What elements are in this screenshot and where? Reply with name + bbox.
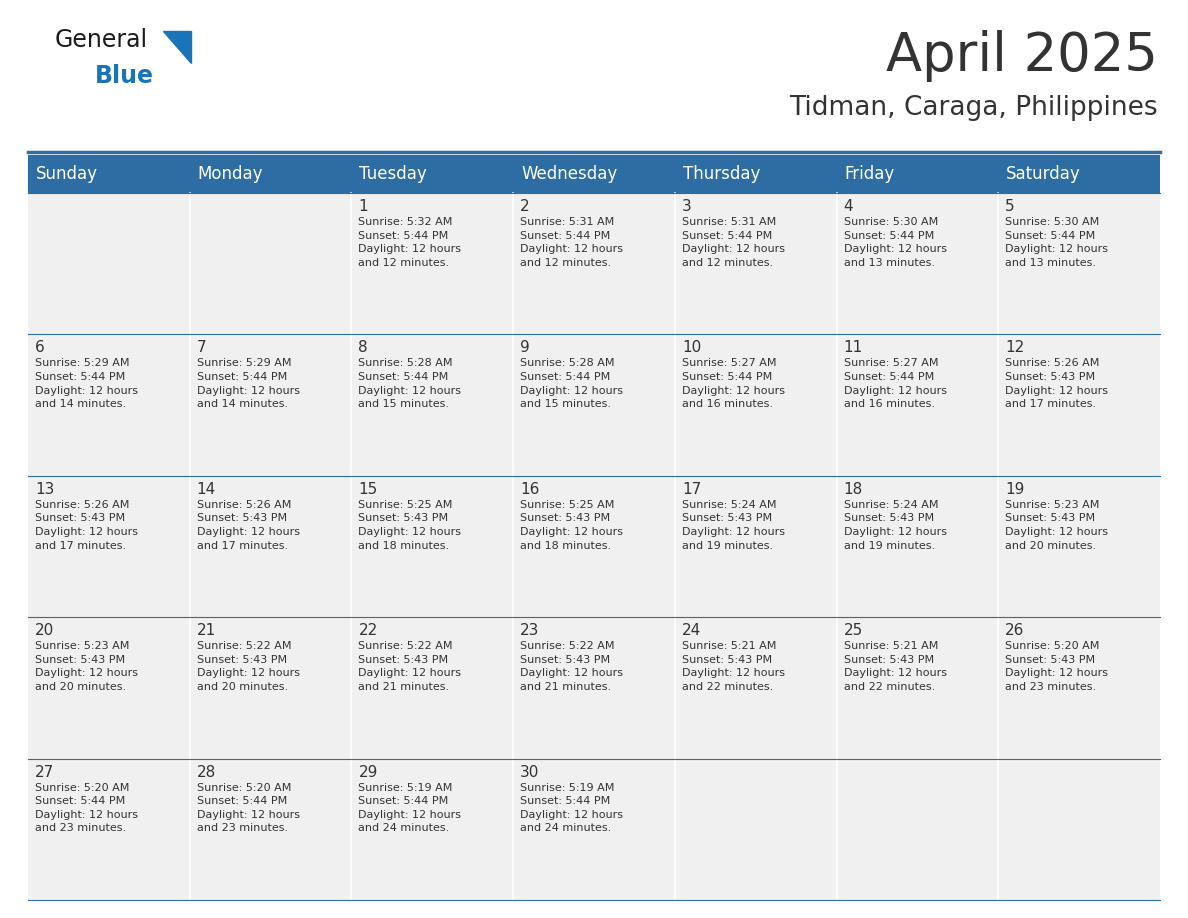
Text: Sunrise: 5:31 AM
Sunset: 5:44 PM
Daylight: 12 hours
and 12 minutes.: Sunrise: 5:31 AM Sunset: 5:44 PM Dayligh… — [520, 217, 624, 268]
Text: 14: 14 — [197, 482, 216, 497]
Text: Sunrise: 5:20 AM
Sunset: 5:43 PM
Daylight: 12 hours
and 23 minutes.: Sunrise: 5:20 AM Sunset: 5:43 PM Dayligh… — [1005, 641, 1108, 692]
Text: 2: 2 — [520, 199, 530, 214]
Polygon shape — [163, 31, 191, 63]
Text: Sunrise: 5:31 AM
Sunset: 5:44 PM
Daylight: 12 hours
and 12 minutes.: Sunrise: 5:31 AM Sunset: 5:44 PM Dayligh… — [682, 217, 785, 268]
Text: Sunrise: 5:26 AM
Sunset: 5:43 PM
Daylight: 12 hours
and 17 minutes.: Sunrise: 5:26 AM Sunset: 5:43 PM Dayligh… — [197, 499, 299, 551]
Text: 9: 9 — [520, 341, 530, 355]
Text: April 2025: April 2025 — [886, 30, 1158, 82]
Text: 3: 3 — [682, 199, 691, 214]
Text: Sunday: Sunday — [36, 165, 97, 183]
Text: 10: 10 — [682, 341, 701, 355]
Text: Sunrise: 5:21 AM
Sunset: 5:43 PM
Daylight: 12 hours
and 22 minutes.: Sunrise: 5:21 AM Sunset: 5:43 PM Dayligh… — [682, 641, 785, 692]
Text: Sunrise: 5:26 AM
Sunset: 5:43 PM
Daylight: 12 hours
and 17 minutes.: Sunrise: 5:26 AM Sunset: 5:43 PM Dayligh… — [1005, 358, 1108, 409]
Text: Sunrise: 5:20 AM
Sunset: 5:44 PM
Daylight: 12 hours
and 23 minutes.: Sunrise: 5:20 AM Sunset: 5:44 PM Dayligh… — [34, 783, 138, 834]
Text: 13: 13 — [34, 482, 55, 497]
Text: General: General — [55, 28, 148, 52]
Text: Sunrise: 5:24 AM
Sunset: 5:43 PM
Daylight: 12 hours
and 19 minutes.: Sunrise: 5:24 AM Sunset: 5:43 PM Dayligh… — [843, 499, 947, 551]
Text: Sunrise: 5:29 AM
Sunset: 5:44 PM
Daylight: 12 hours
and 14 minutes.: Sunrise: 5:29 AM Sunset: 5:44 PM Dayligh… — [34, 358, 138, 409]
Text: Friday: Friday — [845, 165, 895, 183]
Text: Sunrise: 5:21 AM
Sunset: 5:43 PM
Daylight: 12 hours
and 22 minutes.: Sunrise: 5:21 AM Sunset: 5:43 PM Dayligh… — [843, 641, 947, 692]
Text: 26: 26 — [1005, 623, 1025, 638]
Bar — [29, 155, 1159, 193]
Text: Wednesday: Wednesday — [522, 165, 618, 183]
Text: 1: 1 — [359, 199, 368, 214]
Text: 4: 4 — [843, 199, 853, 214]
Text: 16: 16 — [520, 482, 539, 497]
Text: 30: 30 — [520, 765, 539, 779]
Text: Sunrise: 5:27 AM
Sunset: 5:44 PM
Daylight: 12 hours
and 16 minutes.: Sunrise: 5:27 AM Sunset: 5:44 PM Dayligh… — [682, 358, 785, 409]
Text: Sunrise: 5:25 AM
Sunset: 5:43 PM
Daylight: 12 hours
and 18 minutes.: Sunrise: 5:25 AM Sunset: 5:43 PM Dayligh… — [359, 499, 461, 551]
Text: 24: 24 — [682, 623, 701, 638]
Text: 19: 19 — [1005, 482, 1025, 497]
Text: 20: 20 — [34, 623, 55, 638]
Text: Sunrise: 5:22 AM
Sunset: 5:43 PM
Daylight: 12 hours
and 20 minutes.: Sunrise: 5:22 AM Sunset: 5:43 PM Dayligh… — [197, 641, 299, 692]
Text: 11: 11 — [843, 341, 862, 355]
Text: Sunrise: 5:20 AM
Sunset: 5:44 PM
Daylight: 12 hours
and 23 minutes.: Sunrise: 5:20 AM Sunset: 5:44 PM Dayligh… — [197, 783, 299, 834]
Text: 21: 21 — [197, 623, 216, 638]
Text: Blue: Blue — [95, 64, 154, 88]
Text: 25: 25 — [843, 623, 862, 638]
Text: Sunrise: 5:27 AM
Sunset: 5:44 PM
Daylight: 12 hours
and 16 minutes.: Sunrise: 5:27 AM Sunset: 5:44 PM Dayligh… — [843, 358, 947, 409]
Text: Sunrise: 5:23 AM
Sunset: 5:43 PM
Daylight: 12 hours
and 20 minutes.: Sunrise: 5:23 AM Sunset: 5:43 PM Dayligh… — [34, 641, 138, 692]
Bar — [29, 334, 1159, 476]
Bar — [29, 193, 1159, 334]
Text: Sunrise: 5:28 AM
Sunset: 5:44 PM
Daylight: 12 hours
and 15 minutes.: Sunrise: 5:28 AM Sunset: 5:44 PM Dayligh… — [520, 358, 624, 409]
Text: 7: 7 — [197, 341, 207, 355]
Text: 12: 12 — [1005, 341, 1024, 355]
Text: Sunrise: 5:22 AM
Sunset: 5:43 PM
Daylight: 12 hours
and 21 minutes.: Sunrise: 5:22 AM Sunset: 5:43 PM Dayligh… — [520, 641, 624, 692]
Text: Sunrise: 5:28 AM
Sunset: 5:44 PM
Daylight: 12 hours
and 15 minutes.: Sunrise: 5:28 AM Sunset: 5:44 PM Dayligh… — [359, 358, 461, 409]
Text: 28: 28 — [197, 765, 216, 779]
Text: 5: 5 — [1005, 199, 1015, 214]
Text: 6: 6 — [34, 341, 45, 355]
Text: 17: 17 — [682, 482, 701, 497]
Text: 27: 27 — [34, 765, 55, 779]
Text: 18: 18 — [843, 482, 862, 497]
Text: Sunrise: 5:23 AM
Sunset: 5:43 PM
Daylight: 12 hours
and 20 minutes.: Sunrise: 5:23 AM Sunset: 5:43 PM Dayligh… — [1005, 499, 1108, 551]
Text: Tuesday: Tuesday — [360, 165, 428, 183]
Text: Sunrise: 5:24 AM
Sunset: 5:43 PM
Daylight: 12 hours
and 19 minutes.: Sunrise: 5:24 AM Sunset: 5:43 PM Dayligh… — [682, 499, 785, 551]
Text: Sunrise: 5:30 AM
Sunset: 5:44 PM
Daylight: 12 hours
and 13 minutes.: Sunrise: 5:30 AM Sunset: 5:44 PM Dayligh… — [843, 217, 947, 268]
Text: 22: 22 — [359, 623, 378, 638]
Text: 29: 29 — [359, 765, 378, 779]
Text: 15: 15 — [359, 482, 378, 497]
Text: Sunrise: 5:30 AM
Sunset: 5:44 PM
Daylight: 12 hours
and 13 minutes.: Sunrise: 5:30 AM Sunset: 5:44 PM Dayligh… — [1005, 217, 1108, 268]
Text: Sunrise: 5:19 AM
Sunset: 5:44 PM
Daylight: 12 hours
and 24 minutes.: Sunrise: 5:19 AM Sunset: 5:44 PM Dayligh… — [520, 783, 624, 834]
Text: Sunrise: 5:19 AM
Sunset: 5:44 PM
Daylight: 12 hours
and 24 minutes.: Sunrise: 5:19 AM Sunset: 5:44 PM Dayligh… — [359, 783, 461, 834]
Bar — [29, 758, 1159, 900]
Text: Tidman, Caraga, Philippines: Tidman, Caraga, Philippines — [789, 95, 1158, 121]
Text: Sunrise: 5:32 AM
Sunset: 5:44 PM
Daylight: 12 hours
and 12 minutes.: Sunrise: 5:32 AM Sunset: 5:44 PM Dayligh… — [359, 217, 461, 268]
Text: Thursday: Thursday — [683, 165, 760, 183]
Bar — [29, 476, 1159, 617]
Text: 23: 23 — [520, 623, 539, 638]
Text: Monday: Monday — [197, 165, 264, 183]
Text: Saturday: Saturday — [1006, 165, 1081, 183]
Text: Sunrise: 5:29 AM
Sunset: 5:44 PM
Daylight: 12 hours
and 14 minutes.: Sunrise: 5:29 AM Sunset: 5:44 PM Dayligh… — [197, 358, 299, 409]
Text: Sunrise: 5:25 AM
Sunset: 5:43 PM
Daylight: 12 hours
and 18 minutes.: Sunrise: 5:25 AM Sunset: 5:43 PM Dayligh… — [520, 499, 624, 551]
Text: Sunrise: 5:22 AM
Sunset: 5:43 PM
Daylight: 12 hours
and 21 minutes.: Sunrise: 5:22 AM Sunset: 5:43 PM Dayligh… — [359, 641, 461, 692]
Text: 8: 8 — [359, 341, 368, 355]
Text: Sunrise: 5:26 AM
Sunset: 5:43 PM
Daylight: 12 hours
and 17 minutes.: Sunrise: 5:26 AM Sunset: 5:43 PM Dayligh… — [34, 499, 138, 551]
Bar — [29, 617, 1159, 758]
